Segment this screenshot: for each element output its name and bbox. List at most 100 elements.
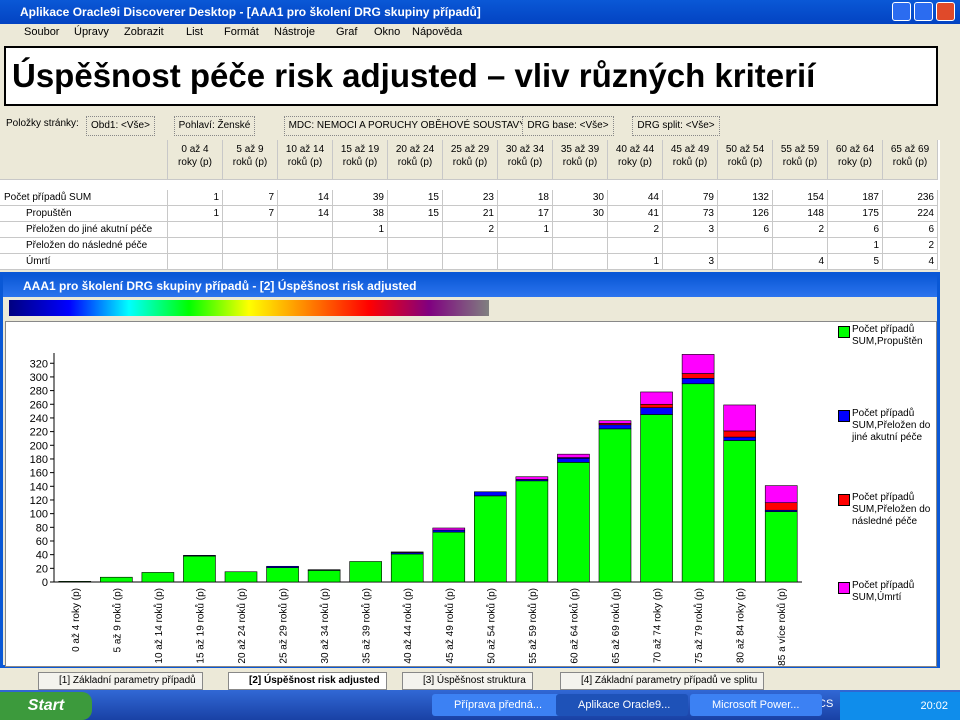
column-header[interactable]: 25 až 29 roků (p) bbox=[443, 140, 498, 180]
clock: 20:02 bbox=[840, 692, 960, 720]
column-header[interactable]: 55 až 59 roků (p) bbox=[773, 140, 828, 180]
bar-segment bbox=[681, 373, 715, 379]
sheet-tab[interactable]: [2] Úspěšnost risk adjusted bbox=[228, 672, 387, 690]
legend-entry[interactable]: Počet případů SUM,Propuštěn bbox=[838, 324, 936, 348]
table-cell: 4 bbox=[883, 254, 938, 270]
column-header[interactable]: 60 až 64 roky (p) bbox=[828, 140, 883, 180]
x-tick-label: 45 až 49 roků (p) bbox=[444, 588, 456, 664]
column-header[interactable]: 0 až 4 roky (p) bbox=[168, 140, 223, 180]
menu-item[interactable]: Zobrazit bbox=[124, 26, 164, 38]
column-header-unit: roků (p) bbox=[342, 157, 378, 168]
x-tick-label: 10 až 14 roků (p) bbox=[153, 588, 165, 664]
x-tick-label: 15 až 19 roků (p) bbox=[194, 588, 206, 664]
x-tick-label: 55 až 59 roků (p) bbox=[527, 588, 539, 664]
table-cell: 2 bbox=[608, 222, 663, 238]
table-cell: 1 bbox=[168, 190, 223, 206]
column-header-range: 5 až 9 bbox=[236, 144, 264, 155]
sheet-tab[interactable]: [4] Základní parametry případů ve splitu bbox=[560, 672, 765, 690]
table-cell bbox=[608, 238, 663, 254]
chart-window-title-bar: AAA1 pro školení DRG skupiny případů - [… bbox=[3, 275, 937, 297]
x-tick-label: 35 až 39 roků (p) bbox=[361, 588, 373, 664]
column-header-range: 30 až 34 bbox=[505, 144, 545, 155]
y-tick-label: 100 bbox=[30, 509, 48, 521]
column-header[interactable]: 20 až 24 roků (p) bbox=[388, 140, 443, 180]
column-header-unit: roků (p) bbox=[562, 157, 598, 168]
column-header[interactable]: 15 až 19 roků (p) bbox=[333, 140, 388, 180]
bar-segment bbox=[723, 430, 756, 438]
sheet-tab[interactable]: [3] Úspěšnost struktura bbox=[402, 672, 533, 690]
table-cell bbox=[718, 254, 773, 270]
table-cell bbox=[443, 254, 498, 270]
menu-item[interactable]: Soubor bbox=[24, 26, 60, 38]
y-tick-label: 180 bbox=[30, 454, 48, 466]
bar-segment bbox=[557, 453, 590, 458]
table-cell: 1 bbox=[828, 238, 883, 254]
table-cell: 21 bbox=[443, 206, 498, 222]
column-header-range: 50 až 54 bbox=[725, 144, 765, 155]
table-cell: 148 bbox=[773, 206, 828, 222]
bar-segment bbox=[598, 428, 632, 583]
bar-segment bbox=[764, 485, 798, 504]
bar-segment bbox=[557, 457, 590, 463]
table-cell: 7 bbox=[223, 190, 278, 206]
page-item-dropdown[interactable]: Obd1: <Vše> bbox=[86, 116, 155, 136]
menu-item[interactable]: List bbox=[186, 26, 204, 38]
legend-entry[interactable]: Počet případů SUM,Úmrtí bbox=[838, 580, 936, 604]
sheet-tab[interactable]: [1] Základní parametry případů bbox=[38, 672, 203, 690]
page-item-dropdown[interactable]: Pohlaví: Ženské bbox=[173, 116, 256, 136]
table-cell: 1 bbox=[333, 222, 388, 238]
column-header[interactable]: 35 až 39 roků (p) bbox=[553, 140, 608, 180]
window-title: Aplikace Oracle9i Discoverer Desktop - [… bbox=[20, 5, 481, 19]
menu-item[interactable]: Formát bbox=[224, 26, 259, 38]
chart-window: AAA1 pro školení DRG skupiny případů - [… bbox=[0, 272, 940, 668]
table-cell: 15 bbox=[388, 206, 443, 222]
column-header[interactable]: 65 až 69 roků (p) bbox=[883, 140, 938, 180]
menu-item[interactable]: Nástroje bbox=[274, 26, 315, 38]
bar-segment bbox=[598, 420, 632, 424]
plot-area: 0 20 40 60 80 100 120 140 160 180 200 220 240 260 280 3… bbox=[5, 321, 937, 667]
column-header[interactable]: 50 až 54 roků (p) bbox=[718, 140, 773, 180]
table-cell bbox=[388, 238, 443, 254]
task-button[interactable]: Microsoft Power... bbox=[690, 694, 822, 716]
column-header[interactable]: 10 až 14 roků (p) bbox=[278, 140, 333, 180]
row-header: Úmrtí bbox=[0, 254, 168, 270]
start-button[interactable]: Start bbox=[0, 692, 92, 720]
task-button[interactable]: Příprava předná... bbox=[432, 694, 564, 716]
table-cell: 6 bbox=[883, 222, 938, 238]
column-header[interactable]: 45 až 49 roků (p) bbox=[663, 140, 718, 180]
menu-item[interactable]: Okno bbox=[374, 26, 401, 38]
page-item-dropdown[interactable]: DRG split: <Vše> bbox=[632, 116, 720, 136]
table-cell: 1 bbox=[608, 254, 663, 270]
maximize-button[interactable] bbox=[914, 2, 933, 21]
table-cell: 187 bbox=[828, 190, 883, 206]
legend-swatch bbox=[838, 326, 850, 338]
column-header[interactable]: 30 až 34 roků (p) bbox=[498, 140, 553, 180]
table-cell bbox=[553, 238, 608, 254]
bar-segment bbox=[266, 565, 299, 568]
legend-label: Počet případů SUM,Přeložen do jiné akutn… bbox=[852, 408, 931, 443]
menu-item[interactable]: Graf bbox=[336, 26, 358, 38]
x-tick-label: 75 až 79 roků (p) bbox=[693, 588, 705, 664]
palette-toolbar[interactable] bbox=[9, 300, 489, 316]
page-item-dropdown[interactable]: MDC: NEMOCI A PORUCHY OBĚHOVÉ SOUSTAVY bbox=[283, 116, 531, 136]
column-header-range: 0 až 4 bbox=[181, 144, 209, 155]
bar-segment bbox=[390, 551, 424, 553]
task-button[interactable]: Aplikace Oracle9... bbox=[556, 694, 688, 716]
page-item-dropdown[interactable]: DRG base: <Vše> bbox=[522, 116, 614, 136]
table-cell bbox=[333, 254, 388, 270]
bar-segment bbox=[723, 440, 756, 583]
column-header[interactable]: 5 až 9 roků (p) bbox=[223, 140, 278, 180]
menu-item[interactable]: Nápověda bbox=[412, 26, 463, 38]
column-header[interactable]: 40 až 44 roky (p) bbox=[608, 140, 663, 180]
y-tick-label: 60 bbox=[36, 536, 48, 548]
minimize-button[interactable] bbox=[892, 2, 911, 21]
menu-item[interactable]: Úpravy bbox=[74, 26, 109, 38]
legend-entry[interactable]: Počet případů SUM,Přeložen do následné p… bbox=[838, 492, 936, 528]
table-cell: 2 bbox=[443, 222, 498, 238]
column-header-range: 35 až 39 bbox=[560, 144, 600, 155]
legend-label: Počet případů SUM,Propuštěn bbox=[852, 324, 923, 347]
bar-segment bbox=[432, 527, 466, 531]
bar-segment bbox=[640, 414, 673, 583]
legend-entry[interactable]: Počet případů SUM,Přeložen do jiné akutn… bbox=[838, 408, 936, 444]
close-button[interactable] bbox=[936, 2, 955, 21]
